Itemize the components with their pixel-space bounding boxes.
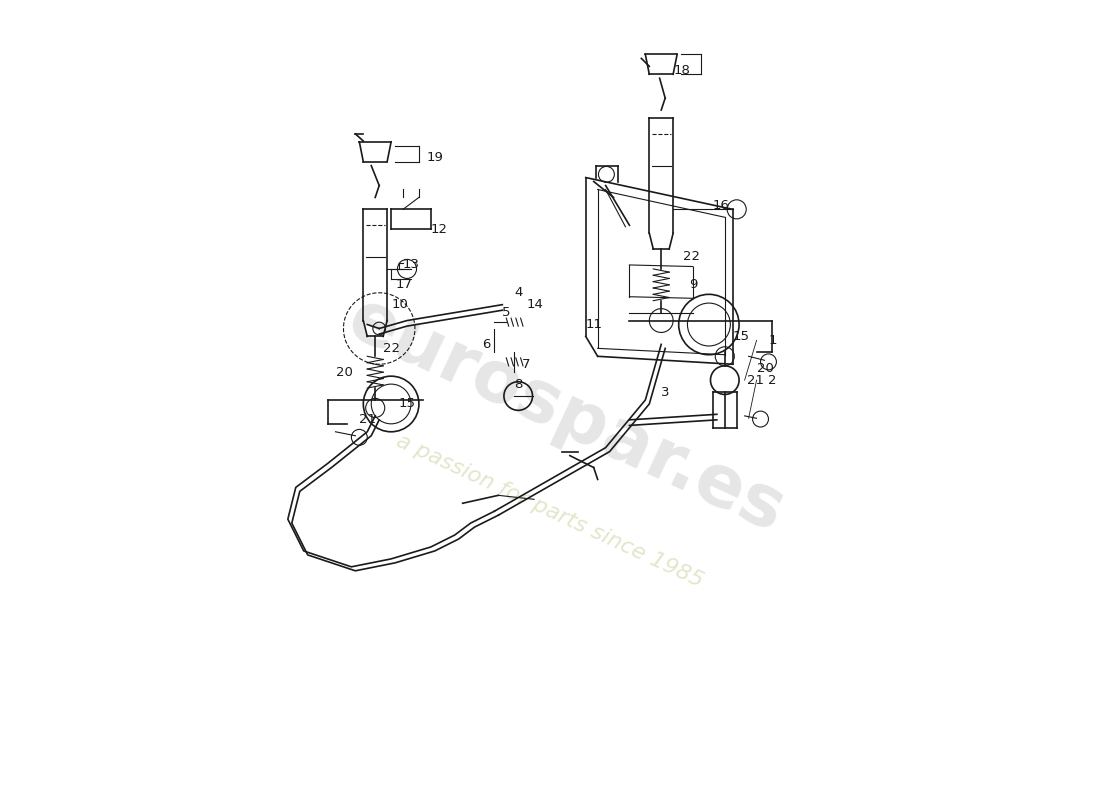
Text: 5: 5 [503, 306, 510, 319]
Text: 21: 21 [747, 374, 764, 386]
Text: 15: 15 [399, 398, 416, 410]
Text: 18: 18 [673, 64, 690, 77]
Text: 17: 17 [395, 278, 412, 291]
Text: 10: 10 [392, 298, 408, 311]
Text: 1: 1 [769, 334, 777, 347]
Text: 6: 6 [483, 338, 491, 351]
Text: 19: 19 [427, 151, 443, 164]
Text: 2: 2 [769, 374, 777, 386]
Text: 9: 9 [689, 278, 697, 291]
Text: a passion for parts since 1985: a passion for parts since 1985 [394, 431, 706, 591]
Text: 14: 14 [526, 298, 543, 311]
Text: 13: 13 [403, 258, 420, 271]
Text: 16: 16 [713, 199, 729, 212]
Text: 7: 7 [522, 358, 530, 370]
Text: 12: 12 [431, 222, 448, 236]
Text: 22: 22 [383, 342, 400, 355]
Text: 21: 21 [360, 414, 376, 426]
Text: 15: 15 [733, 330, 750, 343]
Text: 8: 8 [515, 378, 522, 390]
Text: 4: 4 [515, 286, 522, 299]
Text: 11: 11 [586, 318, 603, 331]
Text: eurospar.es: eurospar.es [337, 285, 795, 547]
Text: 20: 20 [336, 366, 352, 378]
Text: 22: 22 [683, 250, 701, 263]
Text: 20: 20 [757, 362, 773, 374]
Text: 3: 3 [661, 386, 670, 398]
